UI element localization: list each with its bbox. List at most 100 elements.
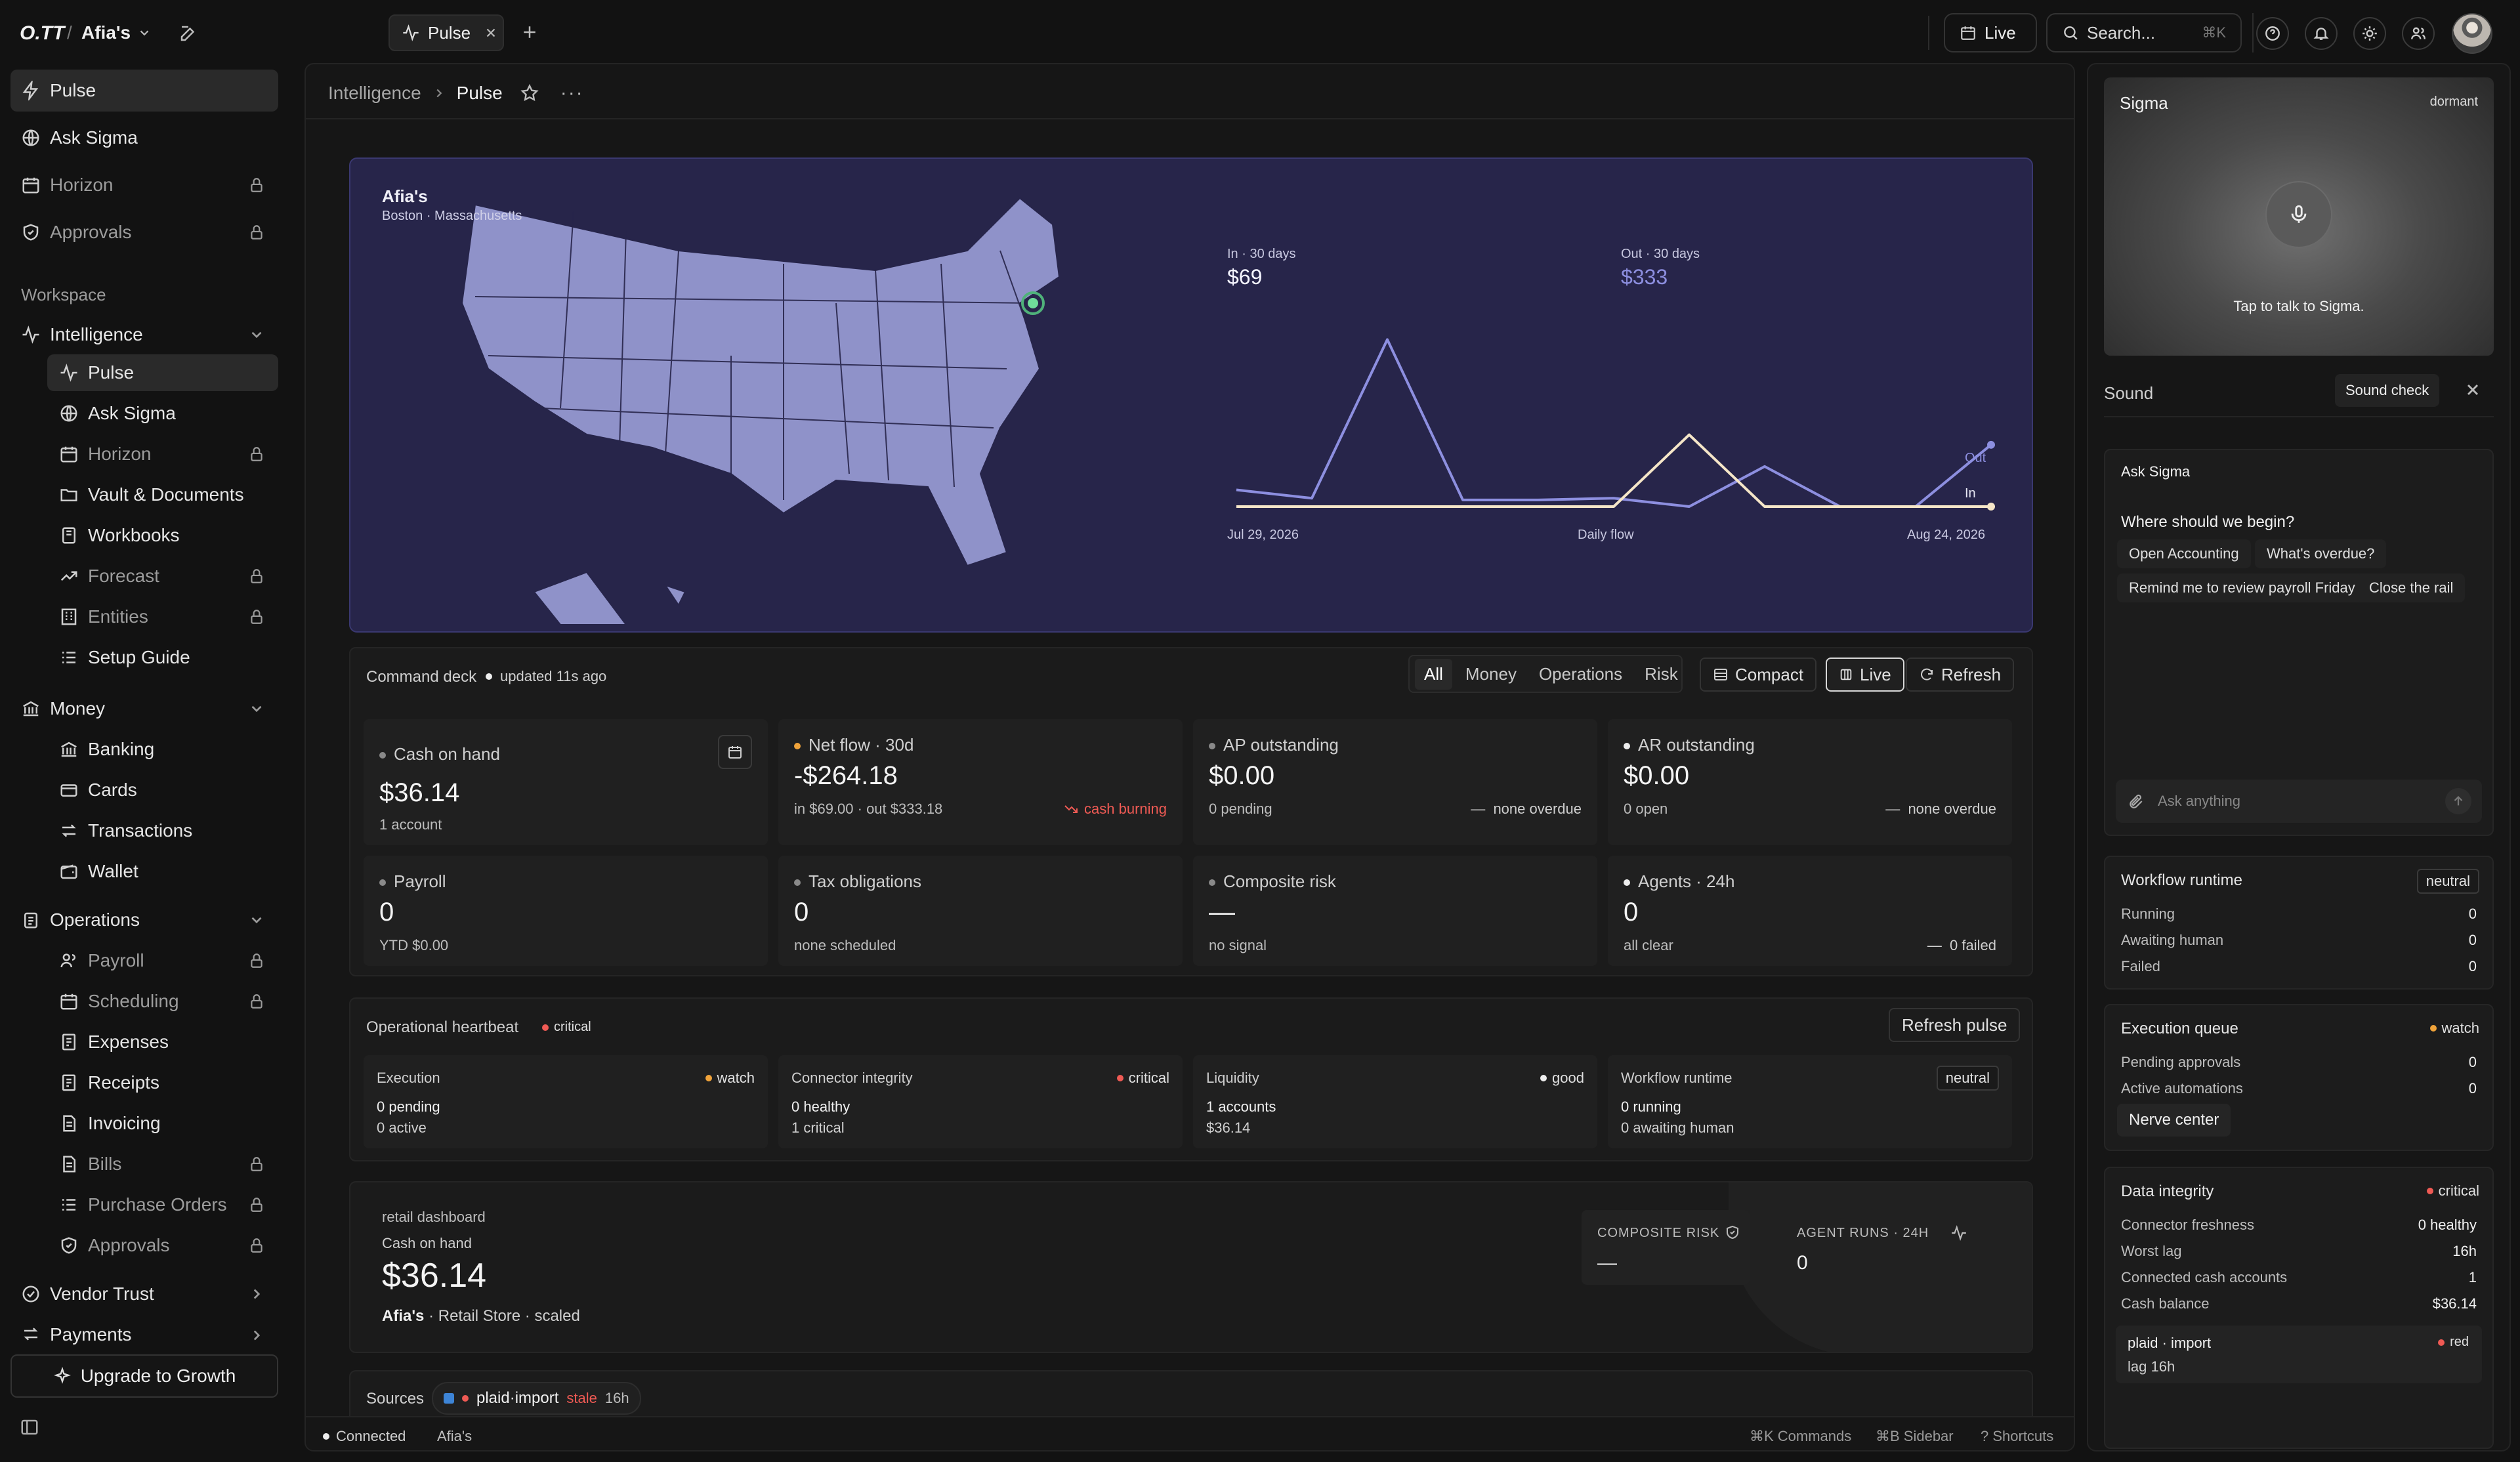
pulse-icon: [1950, 1224, 1967, 1242]
search-icon: [2062, 24, 2079, 41]
upgrade-button[interactable]: Upgrade to Growth: [10, 1354, 278, 1398]
sidebar-item-wallet[interactable]: Wallet: [47, 853, 278, 890]
source-chip[interactable]: plaid·import stale 16h: [432, 1382, 641, 1415]
kpi-agents-24h[interactable]: Agents · 24h 0 all clear — 0 failed: [1608, 856, 2012, 966]
sidebar-item-label: Bills: [88, 1154, 122, 1174]
bell-icon[interactable]: [2305, 17, 2338, 50]
suggestion-close-rail[interactable]: Close the rail: [2357, 574, 2466, 602]
sidebar-item-approvals[interactable]: Approvals: [47, 1227, 278, 1264]
sidebar-item-label: Ask Sigma: [88, 403, 176, 423]
help-icon[interactable]: [2256, 17, 2289, 50]
heartbeat-execution[interactable]: Execution watch 0 pending 0 active: [364, 1055, 768, 1148]
sidebar-item-pulse[interactable]: Pulse: [47, 354, 278, 391]
suggestion-remind-payroll[interactable]: Remind me to review payroll Friday: [2117, 574, 2367, 602]
sidebar-item-invoicing[interactable]: Invoicing: [47, 1105, 278, 1142]
sound-check-button[interactable]: Sound check: [2335, 374, 2440, 407]
kpi-ap-outstanding[interactable]: AP outstanding $0.00 0 pending — none ov…: [1193, 719, 1597, 845]
compact-button[interactable]: Compact: [1700, 658, 1817, 692]
search-input[interactable]: Search... ⌘K: [2046, 13, 2242, 52]
source-status-row[interactable]: plaid · import red lag 16h: [2116, 1326, 2482, 1383]
microphone-button[interactable]: [2265, 181, 2332, 248]
kpi-ar-outstanding[interactable]: AR outstanding $0.00 0 open — none overd…: [1608, 719, 2012, 845]
sidebar-item-purchase-orders[interactable]: Purchase Orders: [47, 1186, 278, 1223]
sidebar-group-intelligence[interactable]: Intelligence: [10, 314, 278, 356]
sidebar-item-receipts[interactable]: Receipts: [47, 1064, 278, 1101]
app-logo[interactable]: O.TT: [20, 22, 65, 44]
send-icon[interactable]: [2445, 788, 2471, 814]
star-icon[interactable]: [520, 83, 539, 103]
suggestion-whats-overdue[interactable]: What's overdue?: [2255, 539, 2387, 568]
workflow-runtime-card: Workflow runtime neutral Running 0 Awaiti…: [2104, 856, 2494, 990]
sidebar-item-setup-guide[interactable]: Setup Guide: [47, 639, 278, 676]
kpi-cash-on-hand[interactable]: Cash on hand $36.14 1 account: [364, 719, 768, 845]
location-marker[interactable]: [1021, 291, 1045, 315]
kpi-composite-risk[interactable]: Composite risk — no signal: [1193, 856, 1597, 966]
sigma-voice-panel[interactable]: Sigma dormant Tap to talk to Sigma.: [2104, 77, 2494, 356]
sparkle-icon: [53, 1367, 72, 1385]
sidebar-group-vendor-trust[interactable]: Vendor Trust: [10, 1273, 278, 1315]
sidebar-item-payroll[interactable]: Payroll: [47, 942, 278, 979]
sidebar-item-scheduling[interactable]: Scheduling: [47, 983, 278, 1020]
sidebar-item-approvals[interactable]: Approvals: [10, 211, 278, 253]
commands-shortcut[interactable]: ⌘K Commands: [1750, 1428, 1852, 1444]
sidebar-group-operations[interactable]: Operations: [10, 899, 278, 941]
breadcrumb-parent[interactable]: Intelligence: [328, 83, 421, 103]
sidebar-item-entities[interactable]: Entities: [47, 598, 278, 635]
nerve-center-button[interactable]: Nerve center: [2117, 1104, 2231, 1137]
sidebar-shortcut[interactable]: ⌘B Sidebar: [1876, 1428, 1954, 1444]
sidebar-item-pulse[interactable]: Pulse: [10, 70, 278, 112]
lock-icon: [248, 952, 265, 969]
live-toggle[interactable]: Live: [1826, 658, 1904, 692]
team-icon[interactable]: [2402, 17, 2435, 50]
sidebar-item-bills[interactable]: Bills: [47, 1146, 278, 1182]
tab-pulse[interactable]: Pulse: [388, 14, 504, 51]
sidebar-item-cards[interactable]: Cards: [47, 772, 278, 808]
footer-workspace: Afia's: [437, 1428, 472, 1444]
calendar-icon[interactable]: [718, 735, 752, 769]
more-icon[interactable]: ···: [560, 82, 584, 104]
attach-icon[interactable]: [2128, 793, 2145, 810]
sidebar-item-vault-documents[interactable]: Vault & Documents: [47, 476, 278, 513]
chevron-down-icon: [248, 700, 265, 717]
kpi-tax-obligations[interactable]: Tax obligations 0 none scheduled: [778, 856, 1183, 966]
sidebar-item-horizon[interactable]: Horizon: [47, 436, 278, 472]
filter-tab-operations[interactable]: Operations: [1538, 663, 1623, 684]
workspace-switcher[interactable]: Afia's: [81, 20, 152, 46]
sidebar-item-workbooks[interactable]: Workbooks: [47, 517, 278, 554]
sidebar-item-expenses[interactable]: Expenses: [47, 1024, 278, 1060]
agent-runs-tile[interactable]: AGENT RUNS · 24H 0: [1797, 1210, 1974, 1285]
sun-icon[interactable]: [2353, 17, 2386, 50]
avatar[interactable]: [2452, 13, 2492, 54]
refresh-button[interactable]: Refresh: [1906, 658, 2015, 692]
heartbeat-connector-integrity[interactable]: Connector integrity critical 0 healthy 1…: [778, 1055, 1183, 1148]
filter-tab-all[interactable]: All: [1415, 658, 1452, 690]
sidebar-item-ask-sigma[interactable]: Ask Sigma: [47, 395, 278, 432]
live-button[interactable]: Live: [1944, 13, 2037, 52]
ask-input[interactable]: Ask anything: [2116, 780, 2482, 823]
composite-risk-tile[interactable]: COMPOSITE RISK —: [1582, 1210, 1750, 1285]
sidebar-item-horizon[interactable]: Horizon: [10, 164, 278, 206]
sidebar-item-forecast[interactable]: Forecast: [47, 558, 278, 595]
kpi-payroll[interactable]: Payroll 0 YTD $0.00: [364, 856, 768, 966]
filter-tab-risk[interactable]: Risk: [1645, 663, 1678, 684]
sidebar-group-payments[interactable]: Payments: [10, 1320, 278, 1347]
card-status: watch: [2429, 1020, 2479, 1037]
sidebar-toggle-icon[interactable]: [20, 1417, 39, 1437]
edit-icon[interactable]: [178, 24, 198, 43]
close-icon[interactable]: [2464, 381, 2482, 399]
shortcuts-link[interactable]: ? Shortcuts: [1981, 1428, 2054, 1444]
new-tab-icon[interactable]: [520, 22, 539, 42]
heartbeat-workflow-runtime[interactable]: Workflow runtime neutral 0 running 0 awa…: [1608, 1055, 2012, 1148]
sidebar-item-ask-sigma[interactable]: Ask Sigma: [10, 117, 278, 159]
search-shortcut: ⌘K: [2202, 24, 2226, 41]
source-name: plaid·import: [476, 1389, 559, 1407]
sidebar-item-transactions[interactable]: Transactions: [47, 812, 278, 849]
heartbeat-liquidity[interactable]: Liquidity good 1 accounts $36.14: [1193, 1055, 1597, 1148]
sidebar-group-money[interactable]: Money: [10, 688, 278, 730]
filter-tab-money[interactable]: Money: [1465, 663, 1517, 684]
close-icon[interactable]: [484, 26, 498, 40]
kpi-net-flow[interactable]: Net flow · 30d -$264.18 in $69.00 · out …: [778, 719, 1183, 845]
sidebar-item-banking[interactable]: Banking: [47, 731, 278, 768]
refresh-pulse-button[interactable]: Refresh pulse: [1889, 1008, 2021, 1042]
suggestion-open-accounting[interactable]: Open Accounting: [2117, 539, 2251, 568]
